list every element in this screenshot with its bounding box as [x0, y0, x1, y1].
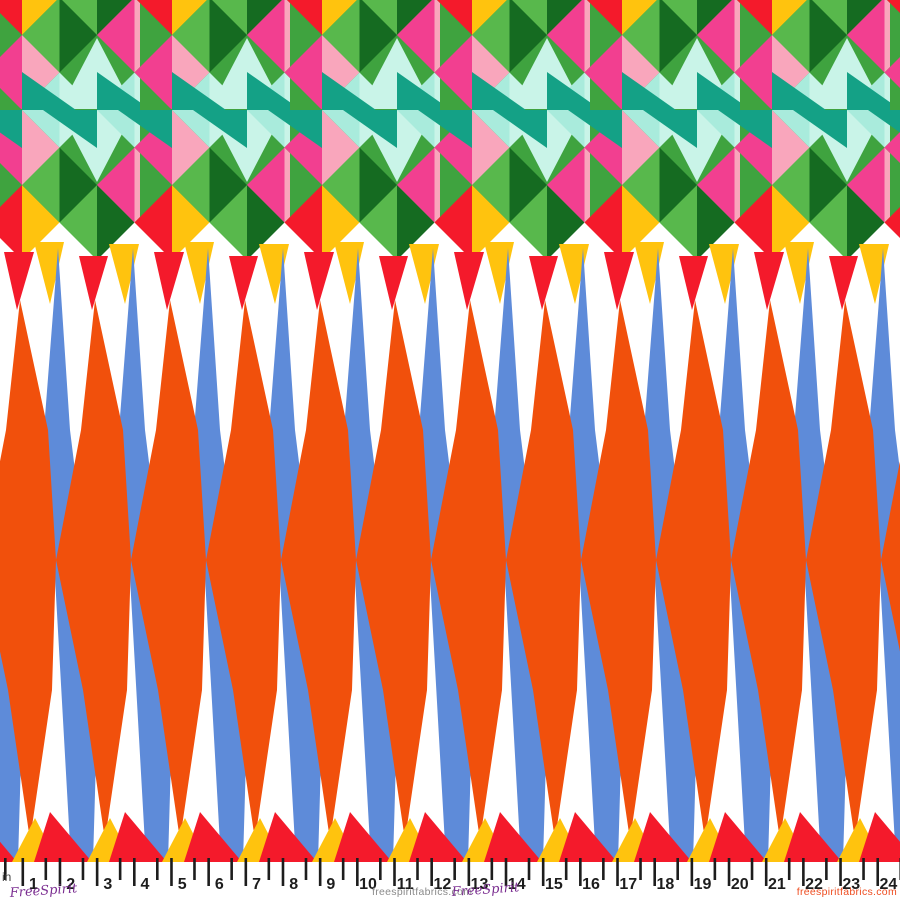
- ruler-number: 18: [656, 876, 674, 893]
- brand-script-logo-left: FreeSpirit: [8, 881, 78, 900]
- ruler-tick: [379, 858, 382, 880]
- ruler-tick: [453, 858, 456, 880]
- ruler-tick: [430, 858, 433, 886]
- ruler-numbers: 1 2 3 4 5 6 7 8 9 10 11 12 13 14 15 16 17 18 19 20 21 22 23 24: [29, 876, 897, 893]
- ruler-tick: [341, 858, 345, 880]
- ruler-number: 4: [141, 876, 150, 893]
- ruler-tick: [416, 858, 419, 880]
- ruler-tick: [244, 858, 248, 886]
- ruler-number: 17: [619, 876, 637, 893]
- ruler-tick: [876, 858, 880, 886]
- ruler-number: 9: [326, 876, 335, 893]
- ruler-tick: [304, 858, 308, 880]
- ruler-number: 2: [66, 876, 75, 893]
- ruler-tick: [602, 858, 605, 880]
- ruler-number: 16: [582, 876, 600, 893]
- ruler-number: 7: [252, 876, 261, 893]
- ruler-tick: [21, 858, 25, 886]
- ruler-tick: [862, 858, 865, 880]
- ruler-tick: [639, 858, 642, 880]
- ruler-tick: [825, 858, 828, 880]
- ruler-tick: [690, 858, 694, 886]
- ruler-tick: [81, 858, 85, 880]
- ruler-number: 23: [842, 876, 860, 893]
- ruler-tick: [318, 858, 322, 886]
- ruler-number: 12: [433, 876, 451, 893]
- ruler-tick: [616, 858, 619, 886]
- brand-script-logo-center: FreeSpirit: [450, 880, 520, 900]
- ruler-tick: [133, 858, 136, 886]
- ruler-number: 20: [731, 876, 749, 893]
- ruler-tick: [750, 858, 754, 880]
- ruler-tick: [156, 858, 159, 880]
- website-text-right: freespiritfabrics.com: [797, 886, 897, 898]
- website-text-center: freespiritfabrics.com: [372, 886, 472, 898]
- ruler-tick: [44, 858, 48, 880]
- ruler-number: 19: [694, 876, 712, 893]
- ruler-tick: [58, 858, 62, 886]
- ruler-number: 13: [471, 876, 489, 893]
- ruler-tick: [579, 858, 582, 886]
- ruler-tick: [564, 858, 568, 880]
- ruler-tick: [4, 858, 7, 880]
- ruler-tick: [802, 858, 805, 886]
- ruler-tick: [193, 858, 196, 880]
- ruler-tick: [356, 858, 359, 886]
- ruler-tick: [118, 858, 122, 880]
- ruler-number: 5: [178, 876, 187, 893]
- ruler-number: 11: [397, 876, 414, 893]
- selvage-ruler: 1 2 3 4 5 6 7 8 9 10 11 12 13 14 15 16 17 18 19 20 21 22 23 24 …: [2, 858, 900, 900]
- ruler-tick: [504, 858, 508, 886]
- ruler-tick: [727, 858, 731, 886]
- ruler-number: 15: [545, 876, 563, 893]
- ruler-tick: [541, 858, 545, 886]
- ruler-number: 1: [29, 876, 38, 893]
- ruler-number: 6: [215, 876, 224, 893]
- ruler-tick: [281, 858, 285, 886]
- ruler-tick: [207, 858, 210, 886]
- ruler-tick: [467, 858, 471, 886]
- ruler-number: 8: [289, 876, 298, 893]
- ruler-tick: [393, 858, 396, 886]
- ruler-number: 21: [768, 876, 786, 893]
- ruler-ticks: [4, 858, 900, 886]
- ruler-tick: [95, 858, 99, 886]
- ruler-tick: [676, 858, 679, 880]
- ruler-tick: [764, 858, 768, 886]
- ruler-number: 10: [359, 876, 377, 893]
- ruler-number: 22: [805, 876, 823, 893]
- ruler-tick: [713, 858, 717, 880]
- ruler-tick: [490, 858, 494, 880]
- ruler-number: 24: [880, 876, 898, 893]
- ruler-tick: [230, 858, 233, 880]
- ruler-tick: [527, 858, 531, 880]
- ruler-unit-label: in: [2, 870, 11, 884]
- ruler-number: 14: [508, 876, 526, 893]
- ruler-tick: [267, 858, 271, 880]
- ruler-number: 3: [103, 876, 112, 893]
- ruler-tick: [170, 858, 173, 886]
- ruler-tick: [787, 858, 791, 880]
- ruler-tick: [653, 858, 656, 886]
- ruler-tick: [839, 858, 842, 886]
